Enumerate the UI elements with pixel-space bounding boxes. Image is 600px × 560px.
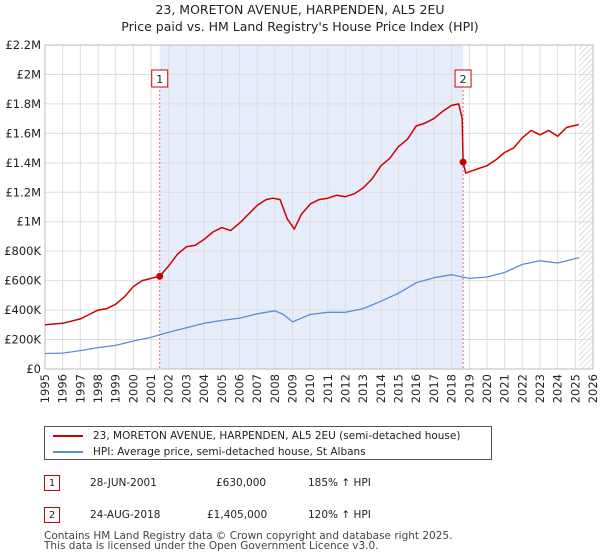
sale-date-1: 28-JUN-2001 bbox=[90, 477, 157, 489]
x-tick-label-2008: 2008 bbox=[268, 374, 282, 403]
y-tick-label-8: £1.6M bbox=[5, 126, 41, 140]
x-tick-label-2000: 2000 bbox=[126, 374, 140, 403]
x-tick-label-2015: 2015 bbox=[392, 374, 406, 403]
sale-box-1 bbox=[151, 69, 169, 88]
sale-price-1: £630,000 bbox=[216, 477, 267, 489]
sale-date-2: 24-AUG-2018 bbox=[90, 509, 161, 521]
x-tick-label-2016: 2016 bbox=[409, 374, 423, 403]
y-tick-label-5: £1M bbox=[16, 215, 41, 229]
y-tick-label-10: £2M bbox=[16, 67, 41, 81]
sale-box-label-1: 1 bbox=[156, 73, 163, 86]
legend-swatch-property bbox=[53, 435, 83, 437]
x-tick-label-2004: 2004 bbox=[197, 374, 211, 403]
x-tick-label-2026: 2026 bbox=[586, 374, 600, 403]
legend-label-property: 23, MORETON AVENUE, HARPENDEN, AL5 2EU (… bbox=[93, 430, 461, 442]
footer: Contains HM Land Registry data © Crown c… bbox=[44, 530, 453, 552]
x-tick-label-2018: 2018 bbox=[445, 374, 459, 403]
series-line-hpi bbox=[44, 257, 580, 355]
x-tick-label-1998: 1998 bbox=[91, 374, 105, 403]
x-tick-label-2010: 2010 bbox=[303, 374, 317, 403]
x-tick-label-2009: 2009 bbox=[285, 374, 299, 403]
y-tick-label-4: £800K bbox=[4, 244, 41, 258]
x-tick-label-2003: 2003 bbox=[179, 374, 193, 403]
legend-item-hpi: HPI: Average price, semi-detached house,… bbox=[53, 444, 366, 460]
legend: 23, MORETON AVENUE, HARPENDEN, AL5 2EU (… bbox=[44, 426, 492, 460]
y-tick-label-2: £400K bbox=[4, 303, 41, 317]
sale-marker-2: 2 bbox=[44, 507, 60, 523]
hatched-region bbox=[578, 45, 593, 369]
x-tick-label-1999: 1999 bbox=[109, 374, 123, 403]
x-tick-label-2007: 2007 bbox=[250, 374, 264, 403]
y-tick-label-1: £200K bbox=[4, 333, 41, 347]
sale-change-1: 185% ↑ HPI bbox=[308, 477, 371, 489]
x-tick-label-2001: 2001 bbox=[144, 374, 158, 403]
plot-area: £0 £200K £400K £600K £800K £1M £1.2M £1.4M £1.6M… bbox=[4, 38, 600, 403]
y-tick-label-7: £1.4M bbox=[5, 156, 41, 170]
sale-marker-1: 1 bbox=[44, 475, 60, 491]
x-tick-label-2025: 2025 bbox=[568, 374, 582, 403]
x-tick-label-2013: 2013 bbox=[356, 374, 370, 403]
shaded-period bbox=[159, 45, 464, 369]
footer-licence: This data is licensed under the Open Gov… bbox=[44, 540, 379, 552]
x-tick-label-1997: 1997 bbox=[73, 374, 87, 403]
x-tick-label-2023: 2023 bbox=[533, 374, 547, 403]
legend-swatch-hpi bbox=[53, 451, 83, 453]
sale-point-1 bbox=[156, 272, 164, 280]
x-tick-label-2021: 2021 bbox=[498, 374, 512, 403]
y-tick-label-9: £1.8M bbox=[5, 97, 41, 111]
sale-point-2 bbox=[459, 158, 467, 166]
x-tick-label-2005: 2005 bbox=[215, 374, 229, 403]
x-tick-label-1996: 1996 bbox=[56, 374, 70, 403]
y-tick-label-0: £0 bbox=[26, 362, 41, 376]
sale-price-2: £1,405,000 bbox=[207, 509, 268, 521]
x-tick-label-2024: 2024 bbox=[551, 374, 565, 403]
x-tick-label-2017: 2017 bbox=[427, 374, 441, 403]
y-tick-label-6: £1.2M bbox=[5, 185, 41, 199]
chart-subtitle: Price paid vs. HM Land Registry's House … bbox=[121, 19, 478, 34]
price-chart: 23, MORETON AVENUE, HARPENDEN, AL5 2EU P… bbox=[4, 2, 600, 403]
plot-frame bbox=[44, 44, 594, 370]
x-tick-label-2022: 2022 bbox=[515, 374, 529, 403]
x-tick-label-2011: 2011 bbox=[321, 374, 335, 403]
series-line-property bbox=[44, 103, 580, 326]
x-tick-label-2012: 2012 bbox=[339, 374, 353, 403]
x-tick-label-2020: 2020 bbox=[480, 374, 494, 403]
y-tick-label-3: £600K bbox=[4, 274, 41, 288]
legend-label-hpi: HPI: Average price, semi-detached house,… bbox=[93, 446, 366, 458]
sale-box-label-2: 2 bbox=[460, 73, 467, 86]
legend-item-property: 23, MORETON AVENUE, HARPENDEN, AL5 2EU (… bbox=[53, 428, 460, 444]
sale-change-2: 120% ↑ HPI bbox=[308, 509, 371, 521]
x-tick-label-2014: 2014 bbox=[374, 374, 388, 403]
x-tick-label-2006: 2006 bbox=[232, 374, 246, 403]
footer-copyright: Contains HM Land Registry data © Crown c… bbox=[44, 530, 453, 542]
sale-box-2 bbox=[454, 69, 472, 88]
chart-title: 23, MORETON AVENUE, HARPENDEN, AL5 2EU bbox=[155, 2, 444, 17]
x-tick-label-2002: 2002 bbox=[162, 374, 176, 403]
x-tick-label-2019: 2019 bbox=[462, 374, 476, 403]
y-tick-label-11: £2.2M bbox=[5, 38, 41, 52]
x-tick-label-1995: 1995 bbox=[38, 374, 52, 403]
